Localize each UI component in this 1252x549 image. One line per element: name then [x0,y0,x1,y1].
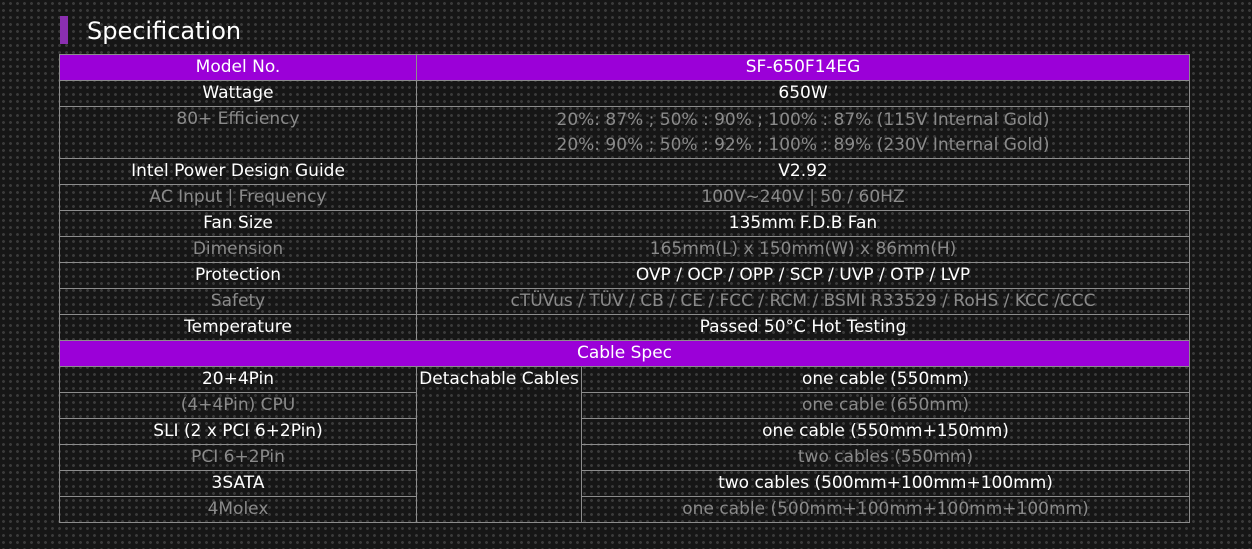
cable-spec-header: Cable Spec [58,340,1191,367]
spec-value: OVP / OCP / OPP / SCP / UVP / OTP / LVP [415,262,1191,289]
cable-row: SLI (2 x PCI 6+2Pin) one cable (550mm+15… [59,418,1191,445]
spec-value: 165mm(L) x 150mm(W) x 86mm(H) [415,236,1191,263]
spec-table: Model No. SF-650F14EG Wattage 650W 80+ E… [58,54,1191,523]
spec-row-protection: Protection OVP / OCP / OPP / SCP / UVP /… [59,262,1191,289]
spec-row-temperature: Temperature Passed 50°C Hot Testing [59,314,1191,341]
cable-row: (4+4Pin) CPU one cable (650mm) [59,392,1191,419]
spec-row-safety: Safety cTÜVus / TÜV / CB / CE / FCC / RC… [59,288,1191,315]
cable-connector: 3SATA [59,470,417,497]
spec-value: 100V~240V | 50 / 60HZ [415,184,1191,211]
spec-row-efficiency: 80+ Efficiency 20%: 87% ; 50% : 90% ; 10… [59,106,1191,159]
cable-row: 4Molex one cable (500mm+100mm+100mm+100m… [59,496,1191,523]
spec-label: 80+ Efficiency [59,106,417,159]
detachable-cables-label: Detachable Cables [416,366,582,523]
spec-row-model: Model No. SF-650F14EG [59,54,1191,81]
cable-row: PCI 6+2Pin two cables (550mm) [59,444,1191,471]
cable-connector: 20+4Pin [59,366,417,393]
cable-connector: PCI 6+2Pin [59,444,417,471]
spec-value: cTÜVus / TÜV / CB / CE / FCC / RCM / BSM… [415,288,1191,315]
cable-row: 20+4Pin Detachable Cables one cable (550… [59,366,1191,523]
spec-value: 135mm F.D.B Fan [415,210,1191,237]
spec-value: V2.92 [415,158,1191,185]
cable-spec: one cable (550mm) [580,366,1191,393]
spec-row-ac-input: AC Input | Frequency 100V~240V | 50 / 60… [59,184,1191,211]
cable-spec: one cable (650mm) [580,392,1191,419]
cable-connector: SLI (2 x PCI 6+2Pin) [59,418,417,445]
spec-value: Passed 50°C Hot Testing [415,314,1191,341]
cable-row: 3SATA two cables (500mm+100mm+100mm) [59,470,1191,497]
title-accent-bar [60,16,68,44]
spec-label: Safety [59,288,417,315]
spec-label: Protection [59,262,417,289]
cable-spec: two cables (550mm) [580,444,1191,471]
page-title: Specification [87,17,242,45]
spec-label: Wattage [59,80,417,107]
spec-label: Temperature [59,314,417,341]
spec-value: 20%: 87% ; 50% : 90% ; 100% : 87% (115V … [415,106,1191,159]
spec-row-fan-size: Fan Size 135mm F.D.B Fan [59,210,1191,237]
spec-label: Intel Power Design Guide [59,158,417,185]
spec-row-intel-guide: Intel Power Design Guide V2.92 [59,158,1191,185]
spec-value: SF-650F14EG [415,54,1191,81]
spec-label: Dimension [59,236,417,263]
spec-label: AC Input | Frequency [59,184,417,211]
spec-label: Model No. [59,54,417,81]
spec-value: 650W [415,80,1191,107]
cable-spec: one cable (550mm+150mm) [580,418,1191,445]
cable-connector: 4Molex [59,496,417,523]
cable-connector: (4+4Pin) CPU [59,392,417,419]
spec-label: Fan Size [59,210,417,237]
spec-row-wattage: Wattage 650W [59,80,1191,107]
cable-spec: two cables (500mm+100mm+100mm) [580,470,1191,497]
spec-row-dimension: Dimension 165mm(L) x 150mm(W) x 86mm(H) [59,236,1191,263]
cable-spec-header-row: Cable Spec [58,340,1191,367]
efficiency-line-115v: 20%: 87% ; 50% : 90% ; 100% : 87% (115V … [556,109,1050,130]
efficiency-line-230v: 20%: 90% ; 50% : 92% ; 100% : 89% (230V … [556,134,1050,155]
cable-spec: one cable (500mm+100mm+100mm+100mm) [580,496,1191,523]
